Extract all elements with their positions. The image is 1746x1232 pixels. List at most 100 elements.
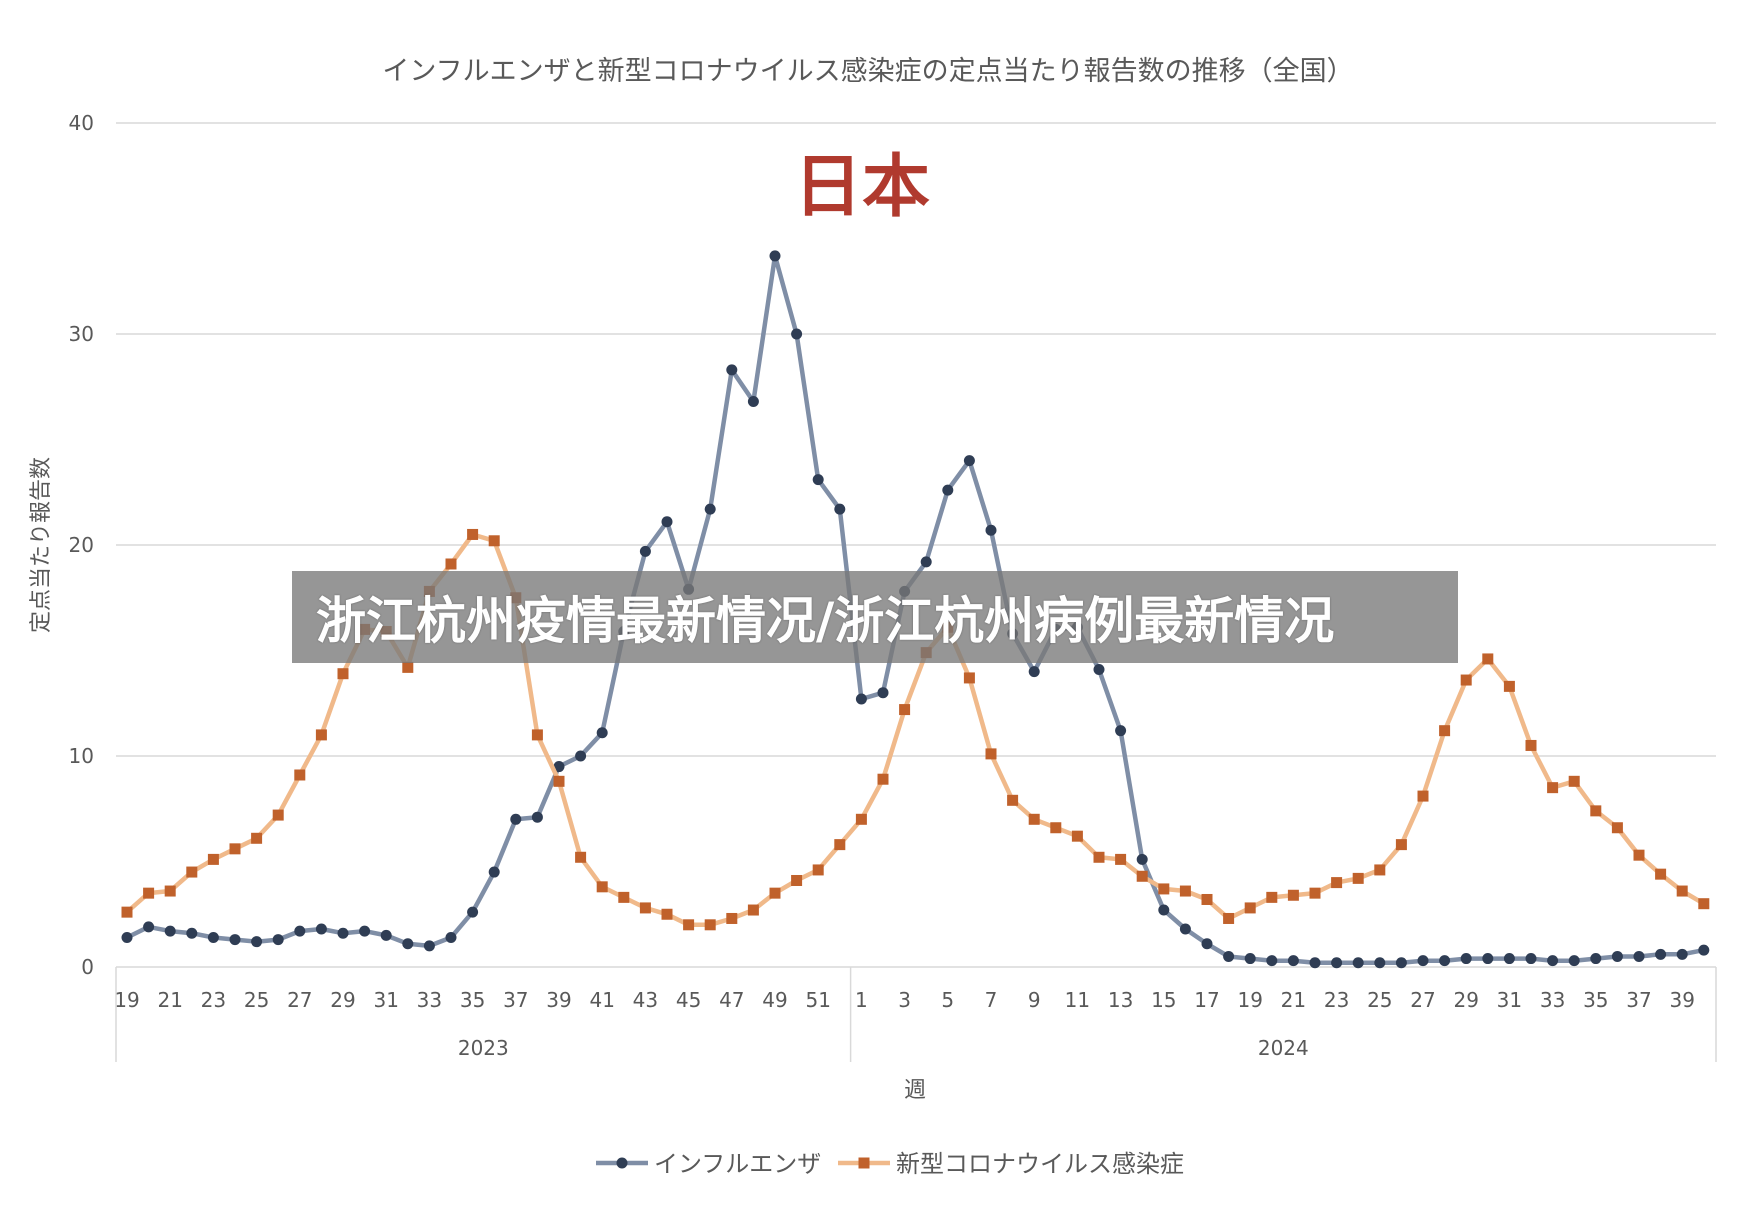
x-tick-label: 41	[589, 988, 614, 1012]
gridlines	[116, 122, 1716, 968]
x-tick-label: 7	[985, 988, 998, 1012]
data-point	[445, 558, 457, 570]
data-point	[1611, 950, 1623, 962]
data-point	[834, 839, 846, 851]
data-point	[920, 556, 932, 568]
data-point	[1136, 870, 1148, 882]
data-point	[1417, 790, 1429, 802]
x-tick-label: 11	[1065, 988, 1090, 1012]
data-point	[704, 919, 716, 931]
data-point	[207, 853, 219, 865]
x-tick-label: 49	[762, 988, 787, 1012]
x-tick-label: 47	[719, 988, 744, 1012]
data-point	[877, 687, 889, 699]
data-point	[1460, 953, 1472, 965]
data-point	[531, 811, 543, 823]
y-axis-title: 定点当たり報告数	[29, 457, 54, 633]
year-label-2024: 2024	[1258, 1036, 1309, 1060]
data-point	[1503, 680, 1515, 692]
data-point	[315, 923, 327, 935]
data-point	[186, 927, 198, 939]
data-point	[834, 503, 846, 515]
x-tick-label: 23	[201, 988, 226, 1012]
data-point	[1395, 957, 1407, 969]
x-tick-label: 29	[330, 988, 355, 1012]
data-point	[1525, 953, 1537, 965]
data-point	[1115, 853, 1127, 865]
data-point	[596, 881, 608, 893]
data-point	[1611, 822, 1623, 834]
data-point	[337, 927, 349, 939]
data-point	[1590, 805, 1602, 817]
x-tick-label: 13	[1108, 988, 1133, 1012]
legend-marker	[858, 1157, 870, 1169]
x-tick-label: 15	[1151, 988, 1176, 1012]
x-tick-label: 1	[855, 988, 868, 1012]
data-point	[639, 902, 651, 914]
data-point	[467, 906, 479, 918]
data-point	[877, 773, 889, 785]
data-point	[1439, 725, 1451, 737]
y-tick-label: 10	[69, 744, 94, 768]
data-point	[337, 668, 349, 680]
y-tick-label: 0	[81, 955, 94, 979]
data-point	[186, 866, 198, 878]
x-tick-label: 45	[676, 988, 701, 1012]
data-point	[423, 940, 435, 952]
y-tick-label: 40	[69, 111, 94, 135]
data-point	[1655, 868, 1667, 880]
data-point	[121, 931, 133, 943]
data-point	[1568, 775, 1580, 787]
y-tick-label: 20	[69, 533, 94, 557]
x-tick-label: 29	[1453, 988, 1478, 1012]
data-point	[899, 704, 911, 716]
data-point	[791, 874, 803, 886]
data-point	[769, 887, 781, 899]
x-tick-label: 3	[898, 988, 911, 1012]
data-point	[963, 455, 975, 467]
x-tick-label: 9	[1028, 988, 1041, 1012]
data-point	[1287, 889, 1299, 901]
data-point	[1266, 955, 1278, 967]
legend-label: 新型コロナウイルス感染症	[896, 1150, 1184, 1178]
chart-title: インフルエンザと新型コロナウイルス感染症の定点当たり報告数の推移（全国）	[382, 56, 1353, 87]
x-tick-label: 33	[1540, 988, 1565, 1012]
data-point	[1590, 953, 1602, 965]
data-point	[1417, 955, 1429, 967]
data-point	[1050, 822, 1062, 834]
x-tick-label: 35	[460, 988, 485, 1012]
data-point	[488, 866, 500, 878]
x-tick-label: 35	[1583, 988, 1608, 1012]
y-tick-label: 30	[69, 322, 94, 346]
x-tick-label: 37	[503, 988, 528, 1012]
data-point	[294, 925, 306, 937]
data-point	[1179, 885, 1191, 897]
data-point	[359, 925, 371, 937]
x-tick-label: 51	[805, 988, 830, 1012]
data-point	[791, 328, 803, 340]
x-tick-label: 19	[114, 988, 139, 1012]
data-point	[164, 885, 176, 897]
title-banner: 浙江杭州疫情最新情况/浙江杭州病例最新情况	[292, 571, 1458, 663]
data-point	[747, 396, 759, 408]
data-point	[812, 474, 824, 486]
overlay-title: 日本	[794, 148, 930, 227]
data-point	[1439, 955, 1451, 967]
data-point	[272, 809, 284, 821]
data-point	[1503, 953, 1515, 965]
data-point	[1287, 955, 1299, 967]
data-point	[726, 364, 738, 376]
x-tick-label: 25	[1367, 988, 1392, 1012]
data-point	[1676, 948, 1688, 960]
banner-title: 浙江杭州疫情最新情况/浙江杭州病例最新情况	[316, 592, 1335, 650]
data-point	[1460, 674, 1472, 686]
data-point	[315, 729, 327, 741]
data-point	[769, 250, 781, 262]
data-point	[402, 661, 414, 673]
data-point	[1158, 883, 1170, 895]
x-tick-label: 27	[287, 988, 312, 1012]
x-tick-label: 37	[1626, 988, 1651, 1012]
data-point	[1525, 739, 1537, 751]
data-point	[985, 524, 997, 536]
data-point	[726, 912, 738, 924]
